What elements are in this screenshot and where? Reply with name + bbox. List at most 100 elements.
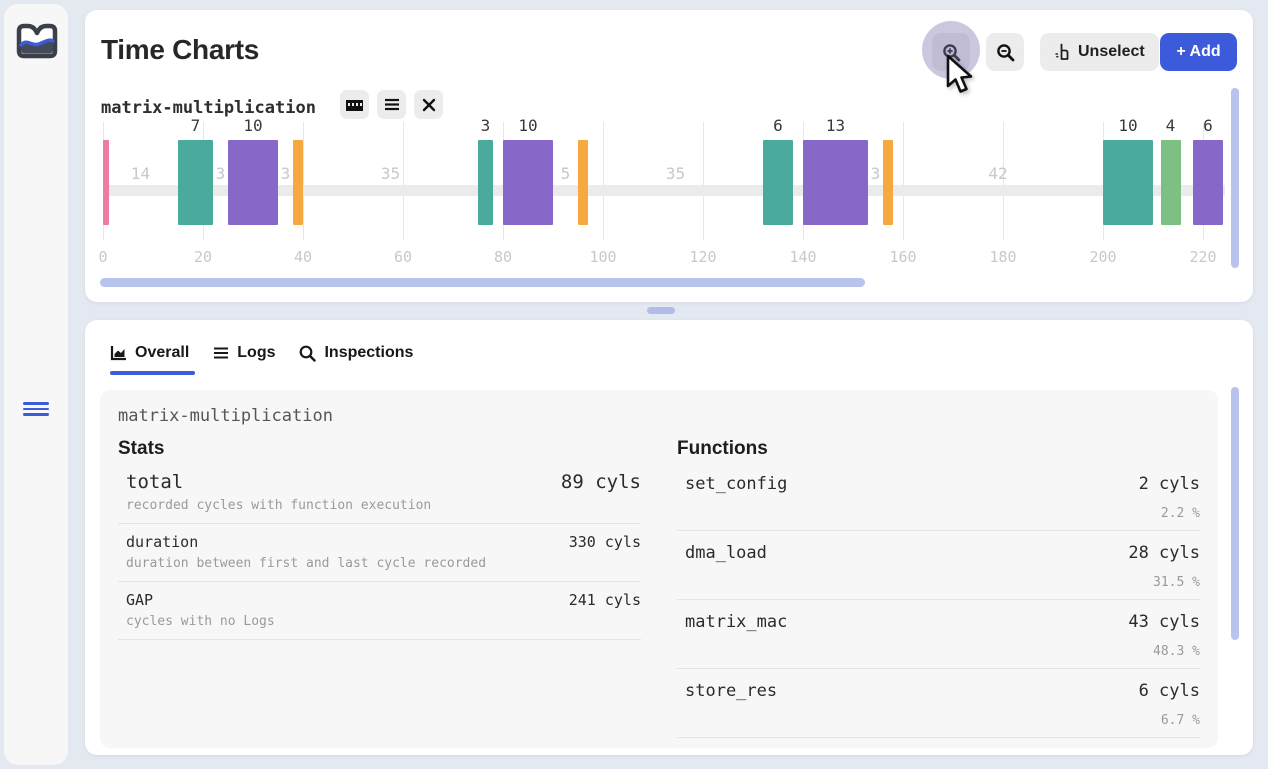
axis-tick-label: 80 [493,248,513,266]
stat-value: 330 cyls [568,533,641,551]
axis-tick-label: 20 [193,248,213,266]
sidebar [4,4,68,765]
unselect-label: Unselect [1078,43,1145,60]
axis-tick-label: 160 [889,248,917,266]
add-label: + Add [1176,43,1221,60]
bar-duration-label: 7 [190,116,201,135]
function-name: dma_load [685,543,767,563]
zoom-out-button[interactable] [986,33,1024,71]
bar-duration-label: 13 [825,116,846,135]
function-row-main: matrix_mac 43 cyls [685,612,1200,632]
bar-duration-label: 4 [1165,116,1176,135]
axis-tick-label: 120 [689,248,717,266]
function-percent: 6.7 % [1160,713,1200,728]
zoom-in-button[interactable] [932,33,970,71]
chart-name-label: matrix-multiplication [101,98,316,118]
axis-tick-label: 140 [789,248,817,266]
time-charts-panel: Time Charts Unselect + Add matrix-multip… [85,10,1253,302]
close-icon [422,98,435,111]
add-button[interactable]: + Add [1160,33,1237,71]
function-row-main: set_config 2 cyls [685,474,1200,494]
function-row[interactable]: store_res 6 cyls 6.7 % [677,669,1200,738]
functions-column: Functions set_config 2 cyls 2.2 % dma_load 2… [677,438,1200,738]
chart-icon [110,346,126,361]
stat-description: duration between first and last cycle re… [126,556,487,571]
function-row[interactable]: set_config 2 cyls 2.2 % [677,462,1200,531]
pointer-hand-icon [1055,43,1069,60]
gap-duration-label: 14 [130,164,151,183]
timeline-bar[interactable] [103,140,109,225]
axis-gridline [703,122,704,240]
details-vertical-scrollbar[interactable] [1231,387,1239,640]
stat-value: 89 cyls [560,471,641,493]
stat-row: total 89 cyls recorded cycles with functio… [118,462,641,524]
stats-heading: Stats [118,438,165,459]
stat-value: 241 cyls [568,591,641,609]
axis-tick-label: 60 [393,248,413,266]
tab-overall[interactable]: Overall [110,344,189,362]
function-row[interactable]: dma_load 28 cyls 31.5 % [677,531,1200,600]
details-panel: Overall Logs Inspections matrix-multipli… [85,320,1253,755]
axis-tick-label: 180 [989,248,1017,266]
axis-gridline [603,122,604,240]
tab-logs[interactable]: Logs [213,344,275,362]
bar-duration-label: 10 [1118,116,1138,135]
timeline-bar[interactable] [293,140,303,225]
stat-name: duration [126,533,199,551]
hamburger-menu-icon[interactable] [23,398,49,420]
timeline-bar[interactable] [178,140,213,225]
function-cycles: 28 cyls [1128,543,1200,563]
gap-duration-label: 3 [215,164,226,183]
zoom-in-icon [942,43,960,61]
function-cycles: 6 cyls [1138,681,1200,701]
panel-resize-handle[interactable] [647,307,675,314]
stats-column: Stats total 89 cyls recorded cycles with f… [118,438,641,738]
tab-inspections-label: Inspections [324,344,414,361]
function-name: store_res [685,681,778,701]
bar-duration-label: 6 [1203,116,1213,135]
unselect-button[interactable]: Unselect [1040,33,1159,71]
timeline-chart[interactable]: 0 20 40 60 80 100 120 140 160 180 200 220 14 3 3 35 5 35 3… [98,116,1243,274]
function-row-main: dma_load 28 cyls [685,543,1200,563]
timeline-bar[interactable] [478,140,493,225]
ruler-icon [346,99,363,111]
timeline-bar[interactable] [883,140,893,225]
tab-inspections[interactable]: Inspections [299,344,413,362]
function-percent: 2.2 % [1160,506,1200,521]
detail-card-title: matrix-multiplication [118,406,333,426]
horizontal-scrollbar[interactable] [100,278,865,287]
timeline-bar[interactable] [763,140,793,225]
magnifier-icon [300,345,317,362]
timeline-bar[interactable] [578,140,588,225]
timeline-bar[interactable] [1103,140,1153,225]
timeline-bar[interactable] [803,140,868,225]
app-logo[interactable] [14,22,60,65]
function-row[interactable]: matrix_mac 43 cyls 48.3 % [677,600,1200,669]
ruler-button[interactable] [340,90,369,119]
function-name: matrix_mac [685,612,788,632]
axis-gridline [1003,122,1004,240]
tab-bar: Overall Logs Inspections [110,344,413,362]
active-tab-indicator [110,371,195,375]
timeline-bar[interactable] [1193,140,1223,225]
tab-logs-label: Logs [237,344,276,361]
bar-duration-label: 10 [243,116,263,135]
function-percent: 48.3 % [1153,644,1200,659]
close-chart-button[interactable] [414,90,443,119]
gap-duration-label: 42 [988,164,1008,183]
app-logo-icon [16,23,58,59]
timeline-bar[interactable] [503,140,553,225]
page-title: Time Charts [101,34,260,65]
axis-tick-label: 200 [1089,248,1117,266]
chart-vertical-scrollbar[interactable] [1231,88,1239,268]
function-name: set_config [685,474,788,494]
bar-duration-label: 3 [480,116,491,135]
stat-description: cycles with no Logs [126,614,275,629]
timeline-bar[interactable] [1160,140,1181,225]
axis-gridline [903,122,904,240]
stat-row-main: duration 330 cyls [126,533,641,551]
stat-row: GAP 241 cyls cycles with no Logs [118,582,641,640]
lines-icon [214,347,229,359]
log-lines-button[interactable] [377,90,406,119]
timeline-bar[interactable] [228,140,278,225]
